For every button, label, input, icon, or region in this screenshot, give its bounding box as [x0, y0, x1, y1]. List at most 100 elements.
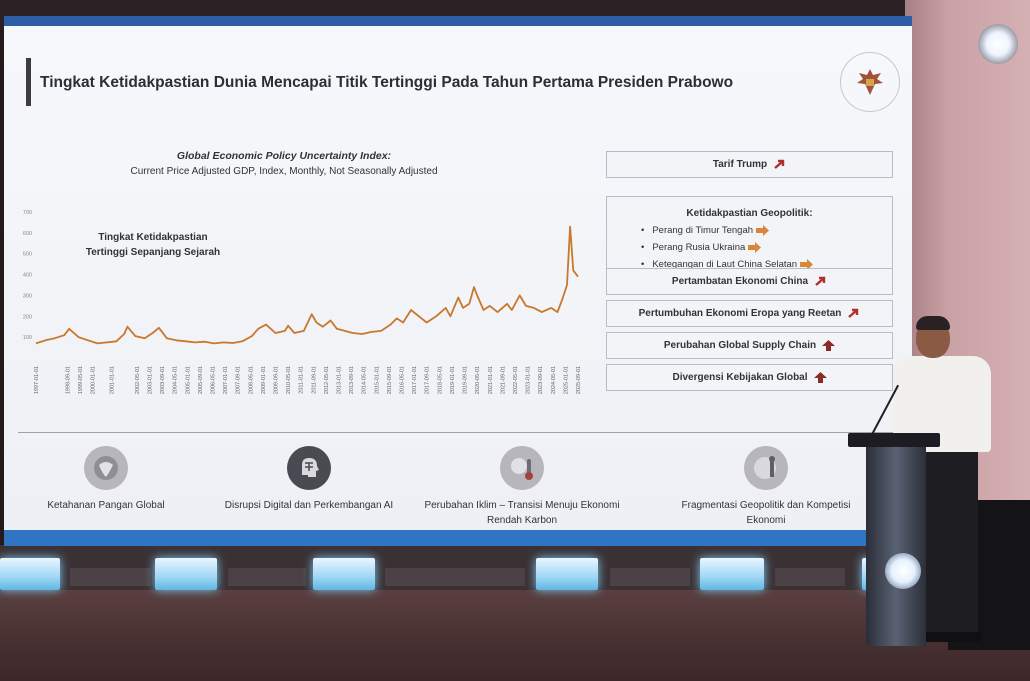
x-tick-label: 2025-09-01 — [576, 366, 582, 394]
x-tick-label: 2005-01-01 — [185, 366, 191, 394]
x-tick-label: 2024-05-01 — [551, 366, 557, 394]
chart-subtitle: Current Price Adjusted GDP, Index, Month… — [130, 166, 438, 177]
x-tick-label: 2013-01-01 — [337, 366, 343, 394]
y-tick-label: 600 — [23, 231, 32, 237]
y-tick-label: 200 — [23, 314, 32, 320]
geopolitics-box: Ketidakpastian Geopolitik: Perang di Tim… — [606, 196, 893, 279]
y-tick-label: 700 — [23, 210, 32, 216]
x-tick-label: 2016-05-01 — [400, 366, 406, 394]
climate-icon — [500, 446, 544, 490]
arrow-right-icon — [799, 258, 813, 270]
stage-light — [0, 558, 60, 590]
x-tick-label: 1998-09-01 — [66, 366, 72, 394]
series-line — [35, 225, 579, 345]
trend-item: Fragmentasi Geopolitik dan Kompetisi Eko… — [666, 446, 866, 528]
x-tick-label: 2017-09-01 — [425, 366, 431, 394]
stage-light — [313, 558, 375, 590]
stage-panel — [610, 568, 690, 586]
projected-slide: Tingkat Ketidakpastian Dunia Mencapai Ti… — [4, 16, 912, 546]
arrow-right-icon — [755, 224, 769, 236]
x-tick-label: 2014-05-01 — [362, 366, 368, 394]
geopolitics-item: Ketegangan di Laut China Selatan — [641, 256, 892, 273]
arrow-up-right-icon — [815, 276, 826, 286]
arrow-right-icon — [747, 241, 761, 253]
x-tick-label: 2019-01-01 — [450, 366, 456, 394]
x-tick-label: 2005-09-01 — [198, 366, 204, 394]
slide-title: Tingkat Ketidakpastian Dunia Mencapai Ti… — [40, 74, 734, 91]
arrow-up-right-icon — [774, 159, 785, 169]
cause-box: Pertumbuhan Ekonomi Eropa yang Reetan — [606, 300, 893, 327]
x-tick-label: 1999-05-01 — [78, 366, 84, 394]
x-tick-label: 2022-05-01 — [513, 366, 519, 394]
cause-box: Tarif Trump — [606, 151, 893, 178]
x-tick-label: 2021-01-01 — [488, 366, 494, 394]
cause-box: Pertambatan Ekonomi China — [606, 268, 893, 295]
x-tick-label: 2023-01-01 — [526, 366, 532, 394]
geopolitics-item: Perang Rusia Ukraina — [641, 239, 892, 256]
x-tick-label: 2003-09-01 — [160, 366, 166, 394]
x-tick-label: 2013-09-01 — [349, 366, 355, 394]
arrow-up-icon — [822, 340, 836, 351]
x-tick-label: 2007-01-01 — [223, 366, 229, 394]
stage-panel — [775, 568, 845, 586]
x-tick-label: 2006-05-01 — [210, 366, 216, 394]
ceiling-spotlight — [978, 24, 1018, 64]
x-tick-label: 2011-09-01 — [311, 366, 317, 394]
x-tick-label: 2004-05-01 — [173, 366, 179, 394]
chart-annotation: Tingkat Ketidakpastian Tertinggi Sepanja… — [78, 230, 228, 260]
x-tick-label: 2002-05-01 — [135, 366, 141, 394]
x-tick-label: 2018-05-01 — [437, 366, 443, 394]
speaker-shoes — [920, 632, 982, 642]
x-tick-label: 2023-09-01 — [538, 366, 544, 394]
cause-box: Divergensi Kebijakan Global — [606, 364, 893, 391]
trend-label: Ketahanan Pangan Global — [47, 500, 165, 511]
speaker-legs — [924, 450, 978, 640]
x-tick-label: 2019-09-01 — [463, 366, 469, 394]
x-tick-label: 2020-05-01 — [475, 366, 481, 394]
x-tick-label: 1997-01-01 — [34, 366, 40, 394]
y-tick-label: 100 — [23, 335, 32, 341]
stage-panel — [228, 568, 306, 586]
podium-spotlight — [885, 553, 921, 589]
cause-label: Perubahan Global Supply Chain — [663, 340, 817, 351]
geopolitics-icon — [744, 446, 788, 490]
x-tick-label: 2012-05-01 — [324, 366, 330, 394]
x-tick-label: 2021-09-01 — [500, 366, 506, 394]
trend-item: Disrupsi Digital dan Perkembangan AI — [199, 446, 419, 513]
globe-food-icon — [84, 446, 128, 490]
arrow-up-right-icon — [848, 308, 859, 318]
stage-light — [700, 558, 764, 590]
title-accent-bar — [26, 58, 31, 106]
garuda-emblem-icon — [840, 52, 900, 112]
trend-item: Perubahan Iklim – Transisi Menuju Ekonom… — [422, 446, 622, 528]
trend-label: Disrupsi Digital dan Perkembangan AI — [224, 500, 394, 511]
annotation-line: Tingkat Ketidakpastian — [98, 232, 208, 243]
ai-head-icon — [287, 446, 331, 490]
podium — [866, 446, 926, 646]
x-tick-label: 2011-01-01 — [299, 366, 305, 394]
x-tick-label: 2007-09-01 — [236, 366, 242, 394]
arrow-up-icon — [813, 372, 827, 383]
x-tick-label: 2003-01-01 — [147, 366, 153, 394]
y-tick-label: 400 — [23, 273, 32, 279]
cause-label: Divergensi Kebijakan Global — [672, 372, 808, 383]
x-tick-label: 2015-09-01 — [387, 366, 393, 394]
geopolitics-item: Perang di Timur Tengah — [641, 222, 892, 239]
uncertainty-line-chart: 100 200 300 400 500 600 700 1997-01-01 1998-09-0… — [23, 210, 582, 394]
stage-light — [155, 558, 217, 590]
geopolitics-heading: Ketidakpastian Geopolitik: — [686, 208, 813, 219]
cause-label: Pertambatan Ekonomi China — [671, 276, 809, 287]
cause-label: Pertumbuhan Ekonomi Eropa yang Reetan — [638, 308, 842, 319]
trend-label: Fragmentasi Geopolitik dan Kompetisi Eko… — [681, 500, 851, 526]
chart-title: Global Economic Policy Uncertainty Index… — [176, 150, 392, 162]
x-tick-label: 2009-09-01 — [273, 366, 279, 394]
x-tick-label: 2025-01-01 — [563, 366, 569, 394]
trend-label: Perubahan Iklim – Transisi Menuju Ekonom… — [424, 500, 620, 526]
y-tick-label: 300 — [23, 293, 32, 299]
trend-item: Ketahanan Pangan Global — [4, 446, 216, 513]
x-tick-label: 2008-05-01 — [248, 366, 254, 394]
cause-label: Tarif Trump — [712, 159, 768, 170]
stage-panel — [385, 568, 525, 586]
annotation-line: Tertinggi Sepanjang Sejarah — [85, 247, 221, 258]
source-note: Sumber: FRED — [814, 529, 872, 539]
